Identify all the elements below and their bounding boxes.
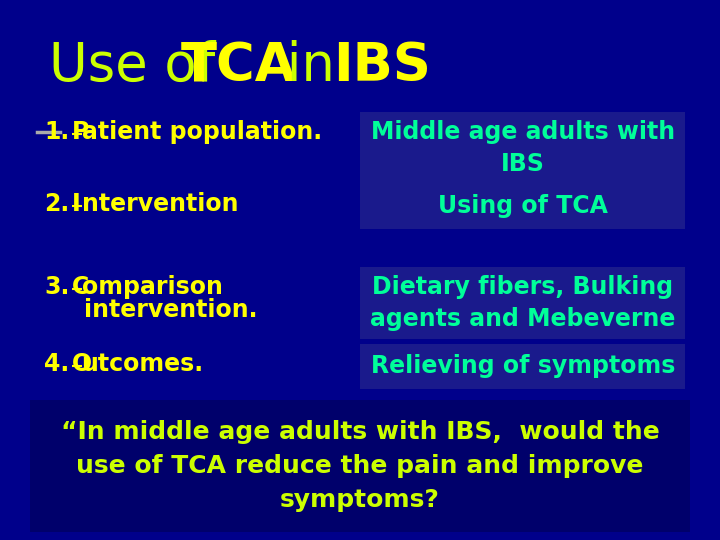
Text: O: O <box>72 352 92 376</box>
Text: IBS: IBS <box>333 40 431 92</box>
Text: 3.: 3. <box>44 275 69 299</box>
Text: Using of TCA: Using of TCA <box>438 194 608 219</box>
Text: P: P <box>72 120 89 144</box>
Text: 2.: 2. <box>44 192 69 216</box>
FancyBboxPatch shape <box>360 344 685 389</box>
FancyBboxPatch shape <box>360 267 685 339</box>
FancyBboxPatch shape <box>30 400 690 532</box>
Text: C: C <box>72 275 89 299</box>
Text: in: in <box>271 40 352 92</box>
Text: utcomes.: utcomes. <box>81 352 204 376</box>
Text: “In middle age adults with IBS,  would the
use of TCA reduce the pain and improv: “In middle age adults with IBS, would th… <box>60 421 660 511</box>
Text: I: I <box>72 192 81 216</box>
Text: TCA: TCA <box>181 40 297 92</box>
FancyBboxPatch shape <box>360 184 685 229</box>
Text: Dietary fibers, Bulking
agents and Mebeverne: Dietary fibers, Bulking agents and Mebev… <box>370 275 675 331</box>
Text: Middle age adults with
IBS: Middle age adults with IBS <box>371 120 675 176</box>
FancyBboxPatch shape <box>360 112 685 184</box>
Text: intervention.: intervention. <box>84 298 257 322</box>
Text: 4.: 4. <box>44 352 69 376</box>
Text: 1.: 1. <box>44 120 69 144</box>
Text: atient population.: atient population. <box>81 120 322 144</box>
Text: Relieving of symptoms: Relieving of symptoms <box>371 354 675 379</box>
Text: ntervention: ntervention <box>81 192 238 216</box>
Text: omparison: omparison <box>81 275 222 299</box>
Text: Use of: Use of <box>49 40 232 92</box>
